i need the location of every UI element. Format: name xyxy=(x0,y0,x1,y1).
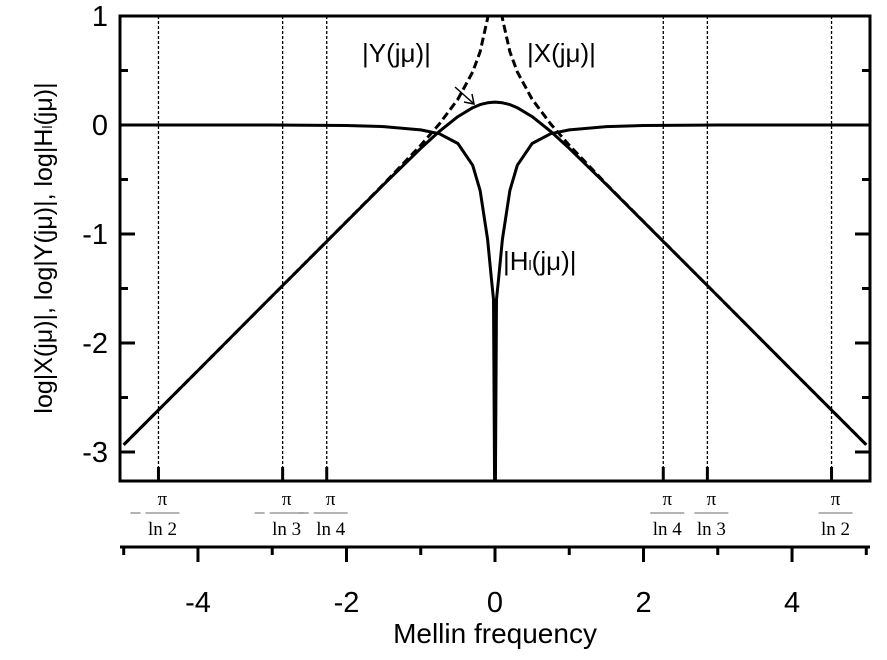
y-tick-label: 1 xyxy=(92,1,108,33)
arrow-icon xyxy=(454,86,475,105)
reference-label-numerator: π xyxy=(831,489,841,510)
h-curve-label: |Hl(jμ)| xyxy=(503,246,576,276)
reference-label-denominator: ln 3 xyxy=(697,519,726,540)
x-tick-label: 2 xyxy=(635,587,651,619)
x-curve-label: |X(jμ)| xyxy=(527,38,596,68)
x-tick-label: -4 xyxy=(185,587,211,619)
y-tick-label: 0 xyxy=(92,110,108,142)
y-tick-label: -2 xyxy=(82,328,108,360)
reference-label-denominator: ln 4 xyxy=(653,519,683,540)
series-line-2 xyxy=(123,123,867,481)
y-axis: 1 0 -1 -2 -3 xyxy=(82,1,870,469)
reference-label-denominator: ln 3 xyxy=(272,519,301,540)
reference-label-numerator: π xyxy=(158,489,168,510)
y-tick-label: -3 xyxy=(82,437,108,469)
reference-label-numerator: π xyxy=(326,489,336,510)
x-tick-label: 4 xyxy=(784,587,800,619)
reference-label-denominator: ln 2 xyxy=(821,519,850,540)
y-curve-label: |Y(jμ)| xyxy=(362,38,431,68)
x-tick-label: 0 xyxy=(487,587,503,619)
x-axis-label: Mellin frequency xyxy=(393,618,597,649)
series-line-1 xyxy=(122,100,868,446)
curves xyxy=(122,16,868,481)
x-axis: -4 -2 0 2 4 xyxy=(120,545,870,619)
y-axis-label: log|X(jμ)|, log|Y(jμ)|, log|Hl(jμ)| xyxy=(30,82,58,413)
plot-frame xyxy=(118,14,872,483)
reference-label-numerator: π xyxy=(662,489,672,510)
reference-label-numerator: π xyxy=(282,489,292,510)
reference-label-denominator: ln 2 xyxy=(148,519,177,540)
y-tick-label: -1 xyxy=(82,219,108,251)
reference-label-denominator: ln 4 xyxy=(316,519,346,540)
x-tick-label: -2 xyxy=(334,587,360,619)
reference-label-numerator: π xyxy=(707,489,717,510)
